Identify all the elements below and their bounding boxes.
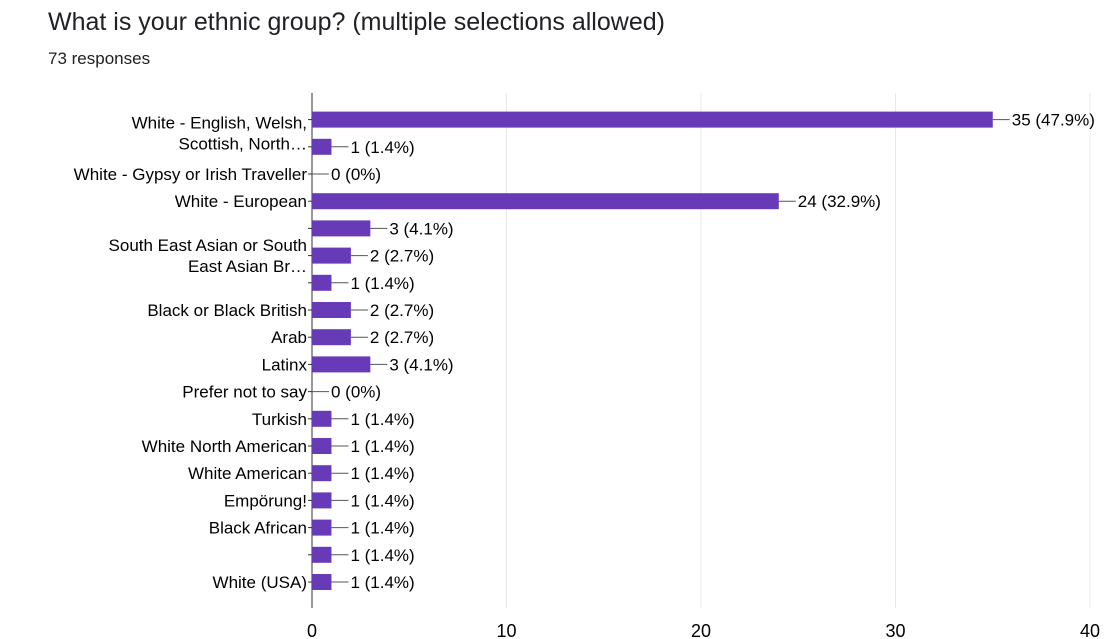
bar [312,410,332,427]
category-label: East Asian Br… [188,257,307,276]
data-label: 1 (1.4%) [350,519,414,538]
chart-title: What is your ethnic group? (multiple sel… [48,8,665,36]
category-label: Empörung! [224,491,307,510]
bar [312,492,332,509]
category-label: White - Gypsy or Irish Traveller [74,165,308,184]
data-label: 2 (2.7%) [370,247,434,266]
bar [312,546,332,563]
response-count: 73 responses [48,49,151,68]
bar [312,438,332,454]
data-label: 1 (1.4%) [350,464,414,483]
data-label: 1 (1.4%) [350,410,414,429]
data-label: 2 (2.7%) [370,301,434,320]
category-label: Latinx [262,355,308,374]
data-label: 1 (1.4%) [350,573,414,592]
bar [312,329,351,346]
data-label: 1 (1.4%) [350,491,414,510]
data-label: 2 (2.7%) [370,328,434,347]
bar [312,220,371,237]
bar [312,247,351,264]
bar [312,274,332,291]
category-label: White American [188,464,307,483]
x-tick-label: 40 [1080,621,1100,639]
bar [312,111,993,128]
category-label: South East Asian or South [109,236,307,255]
category-label: White - European [175,192,307,211]
bar [312,519,332,536]
category-label: White - English, Welsh, [132,114,307,133]
bar [312,356,371,373]
bar [312,465,332,482]
data-label: 35 (47.9%) [1012,111,1095,130]
category-label: Arab [271,328,307,347]
data-label: 1 (1.4%) [350,274,414,293]
x-tick-label: 30 [885,621,905,639]
category-label: White (USA) [213,573,307,592]
bar [312,193,779,210]
x-tick-label: 0 [307,621,317,639]
category-label: White North American [142,437,307,456]
category-label: Prefer not to say [182,383,307,402]
data-label: 3 (4.1%) [389,355,453,374]
data-label: 1 (1.4%) [350,437,414,456]
category-label: Black or Black British [147,301,307,320]
x-tick-label: 20 [691,621,711,639]
data-label: 0 (0%) [331,165,381,184]
category-label: Scottish, North… [179,135,308,154]
data-label: 24 (32.9%) [798,192,881,211]
data-label: 0 (0%) [331,383,381,402]
x-tick-label: 10 [496,621,516,639]
data-label: 1 (1.4%) [350,546,414,565]
bar [312,138,332,155]
data-label: 1 (1.4%) [350,138,414,157]
bar [312,302,351,318]
data-label: 3 (4.1%) [389,219,453,238]
bar [312,574,332,590]
category-label: Black African [209,519,307,538]
category-label: Turkish [252,410,307,429]
